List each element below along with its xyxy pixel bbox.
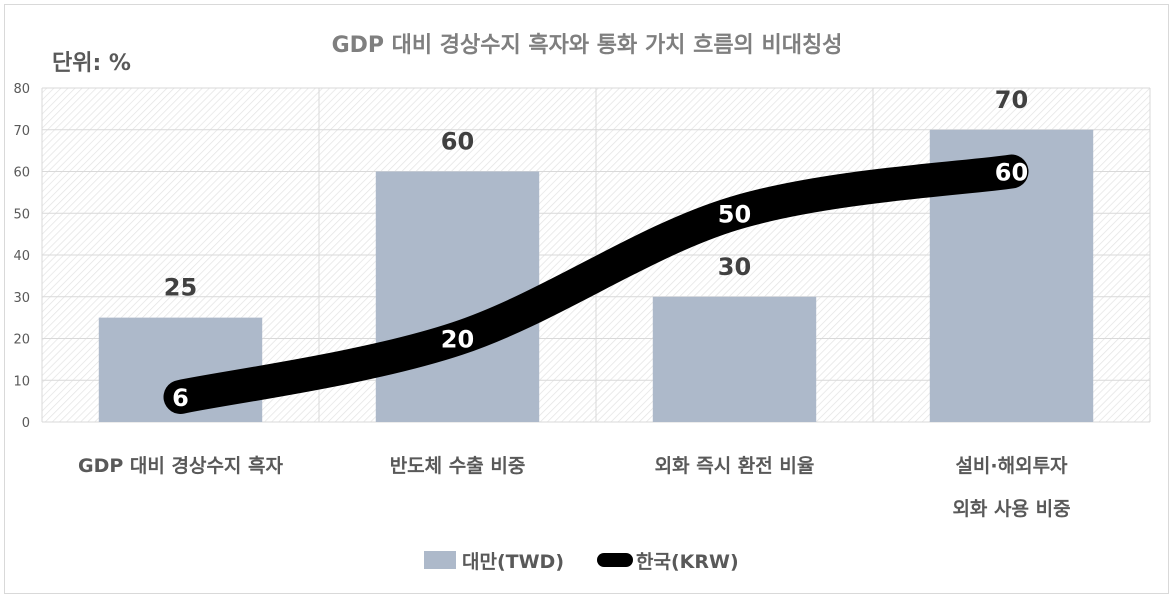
y-tick-label: 0 [22, 416, 30, 431]
bar-value-label: 30 [718, 253, 751, 281]
bar-value-label: 25 [164, 274, 197, 302]
y-tick-label: 60 [13, 166, 30, 181]
chart-title: GDP 대비 경상수지 흑자와 통화 가치 흐름의 비대칭성 [332, 33, 843, 58]
x-category-label: 반도체 수출 비중 [390, 455, 526, 477]
x-category-label: 외화 사용 비중 [952, 498, 1070, 520]
bar [652, 296, 817, 422]
legend-label-line: 한국(KRW) [636, 551, 739, 573]
line-value-label: 6 [172, 384, 189, 412]
y-tick-label: 20 [13, 333, 30, 348]
x-category-label: GDP 대비 경상수지 흑자 [78, 454, 283, 477]
bar-value-label: 70 [995, 86, 1028, 114]
bar [375, 171, 540, 422]
line-value-label: 60 [995, 159, 1028, 187]
bar-value-label: 60 [441, 128, 474, 156]
line-series-krw [163, 154, 1029, 414]
legend-label-bar: 대만(TWD) [462, 551, 564, 573]
x-category-label: 외화 즉시 환전 비율 [655, 455, 815, 477]
unit-label: 단위: % [52, 51, 131, 76]
y-tick-label: 40 [13, 249, 30, 264]
legend-swatch-bar [424, 551, 456, 569]
x-category-label: 설비·해외투자 [955, 455, 1068, 477]
line-value-label: 50 [718, 200, 751, 228]
y-tick-label: 30 [13, 291, 30, 306]
line-value-label: 20 [441, 326, 474, 354]
y-tick-label: 80 [13, 82, 30, 97]
y-tick-label: 10 [13, 374, 30, 389]
y-tick-label: 50 [13, 207, 30, 222]
y-tick-label: 70 [13, 124, 30, 139]
